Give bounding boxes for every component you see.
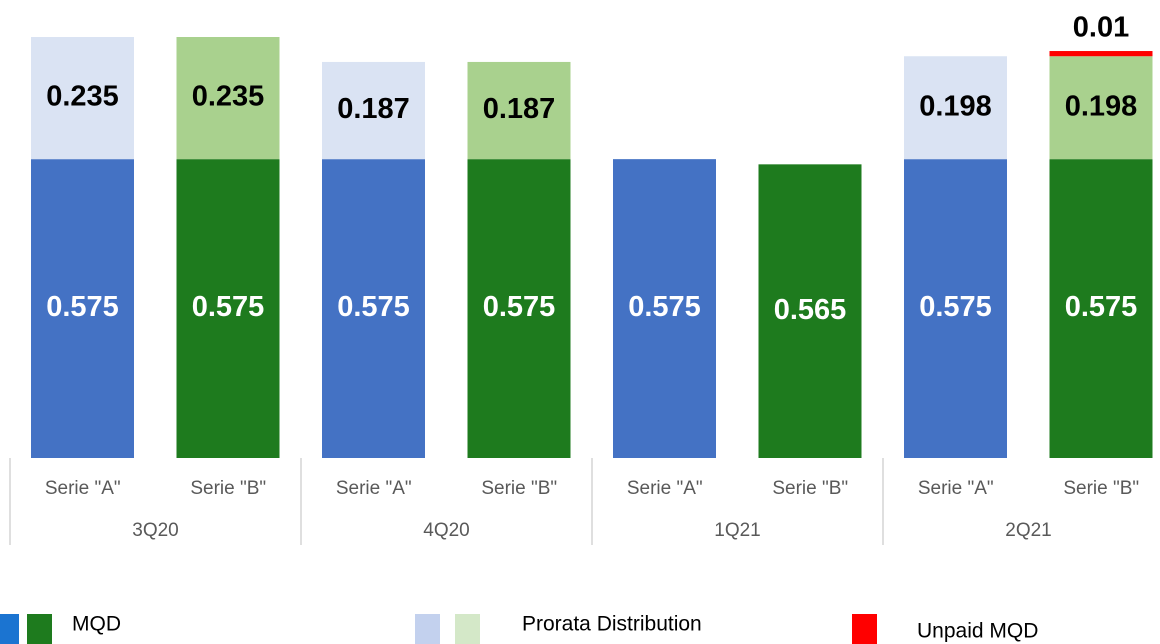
group-label: 2Q21	[1005, 520, 1051, 541]
x-tick-label: Serie "B"	[1063, 478, 1139, 499]
x-tick-label: Serie "B"	[190, 478, 266, 499]
data-label: 0.575	[1065, 291, 1138, 323]
data-label: 0.235	[192, 81, 265, 113]
legend-swatch	[415, 614, 440, 644]
x-tick-label: Serie "A"	[336, 478, 412, 499]
bar-segment	[322, 61, 425, 160]
legend-label: MQD	[72, 613, 121, 636]
data-label: 0.187	[337, 93, 410, 125]
data-label: 0.575	[919, 291, 992, 323]
bar-segment	[176, 159, 280, 458]
group-label: 3Q20	[132, 520, 178, 541]
data-label: 0.575	[337, 291, 410, 323]
bar-segment	[176, 37, 280, 160]
bar-segment	[1049, 56, 1153, 160]
legend-swatch	[455, 614, 480, 644]
legend-swatch	[27, 614, 52, 644]
data-label: 0.235	[46, 81, 119, 113]
x-tick-label: Serie "A"	[918, 478, 994, 499]
data-label: 0.575	[628, 291, 701, 323]
group-label: 4Q20	[423, 520, 469, 541]
data-label: 0.198	[1065, 90, 1138, 122]
data-label: 0.575	[192, 291, 265, 323]
data-label: 0.01	[1073, 12, 1129, 44]
bar-segment	[904, 56, 1007, 160]
legend-swatch	[0, 614, 19, 644]
data-label: 0.565	[774, 294, 847, 326]
data-label: 0.198	[919, 90, 992, 122]
data-label: 0.187	[483, 93, 556, 125]
legend-label: Unpaid MQD	[917, 620, 1038, 643]
data-label: 0.575	[483, 291, 556, 323]
x-tick-label: Serie "A"	[627, 478, 703, 499]
bar-segment	[1049, 159, 1153, 458]
bar-segment	[467, 159, 571, 458]
group-label: 1Q21	[714, 520, 760, 541]
bar-segment	[1049, 51, 1153, 57]
x-tick-label: Serie "B"	[481, 478, 557, 499]
bar-segment	[613, 159, 716, 458]
bar-segment	[904, 159, 1007, 458]
x-tick-label: Serie "B"	[772, 478, 848, 499]
bar-segment	[31, 159, 134, 458]
x-tick-label: Serie "A"	[45, 478, 121, 499]
legend-label: Prorata Distribution	[522, 613, 702, 636]
data-label: 0.575	[46, 291, 119, 323]
bar-segment	[322, 159, 425, 458]
legend-swatch	[852, 614, 877, 644]
bar-segment	[467, 61, 571, 160]
bar-segment	[31, 37, 134, 160]
bar-segment	[758, 164, 862, 458]
